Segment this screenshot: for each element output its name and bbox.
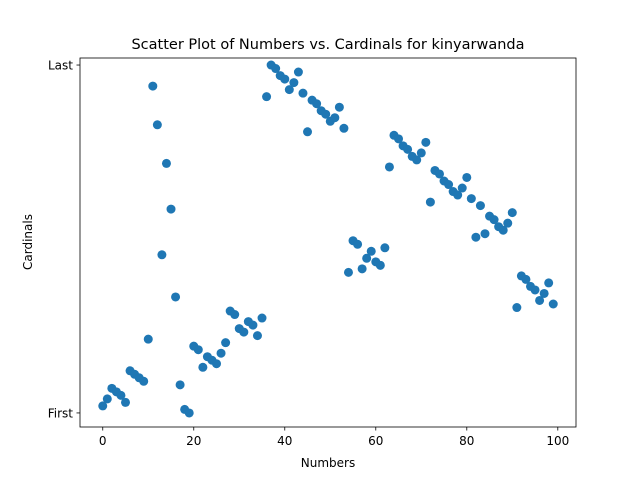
data-point-36 [262, 92, 272, 102]
data-point-56 [353, 239, 363, 249]
data-point-99 [548, 299, 558, 309]
data-point-35 [257, 313, 267, 323]
data-point-33 [248, 320, 258, 330]
data-point-96 [535, 295, 545, 305]
data-point-97 [539, 288, 549, 298]
data-point-49 [321, 109, 331, 119]
data-point-17 [175, 380, 185, 390]
data-point-57 [357, 264, 367, 274]
data-point-10 [143, 334, 153, 344]
data-point-34 [252, 331, 262, 341]
data-point-91 [512, 303, 522, 313]
data-point-72 [425, 197, 435, 207]
data-point-74 [434, 169, 444, 179]
data-point-47 [312, 99, 322, 109]
data-point-15 [166, 204, 176, 214]
data-point-45 [303, 127, 313, 137]
data-point-86 [489, 215, 499, 225]
x-tick-label: 20 [186, 434, 201, 448]
y-axis-label: Cardinals [21, 214, 35, 270]
data-point-90 [507, 208, 517, 218]
data-point-79 [457, 183, 467, 193]
y-tick-label: Last [48, 59, 73, 73]
data-point-38 [271, 64, 281, 74]
data-point-78 [453, 190, 463, 200]
data-point-62 [380, 243, 390, 253]
data-point-51 [330, 113, 340, 123]
data-point-40 [280, 74, 290, 84]
data-point-13 [157, 250, 167, 260]
data-point-43 [293, 67, 303, 77]
data-point-83 [475, 201, 485, 211]
x-tick-label: 100 [546, 434, 569, 448]
data-point-70 [416, 148, 426, 158]
data-point-89 [503, 218, 513, 228]
data-point-58 [362, 253, 372, 263]
x-tick-label: 60 [368, 434, 383, 448]
data-point-16 [171, 292, 181, 302]
data-point-42 [289, 78, 299, 88]
data-point-76 [444, 180, 454, 190]
data-point-9 [139, 376, 149, 386]
data-point-65 [394, 134, 404, 144]
data-point-93 [521, 274, 531, 284]
data-point-54 [343, 267, 353, 277]
data-point-14 [161, 158, 171, 168]
data-point-69 [412, 155, 422, 165]
data-point-71 [421, 137, 431, 147]
data-point-63 [384, 162, 394, 172]
data-point-81 [466, 194, 476, 204]
plot-frame [79, 57, 577, 428]
x-tick-label: 0 [99, 434, 107, 448]
data-points [98, 60, 558, 418]
data-point-80 [462, 172, 472, 182]
data-point-95 [530, 285, 540, 295]
data-point-0 [98, 401, 108, 411]
data-point-98 [544, 278, 554, 288]
data-point-61 [375, 260, 385, 270]
data-point-67 [403, 144, 413, 154]
data-point-5 [121, 397, 130, 407]
data-point-27 [221, 338, 231, 348]
data-point-19 [184, 408, 194, 418]
data-point-1 [102, 394, 112, 404]
data-point-22 [198, 362, 208, 372]
data-point-53 [339, 123, 349, 133]
data-point-12 [152, 120, 162, 130]
data-point-82 [471, 232, 481, 242]
data-point-44 [298, 88, 308, 98]
data-point-26 [216, 348, 226, 358]
data-point-41 [284, 85, 294, 95]
data-point-21 [193, 345, 203, 355]
data-point-84 [480, 229, 490, 239]
y-tick-label: First [48, 406, 74, 420]
x-tick-label: 80 [459, 434, 474, 448]
data-point-11 [148, 81, 158, 91]
data-point-88 [498, 225, 508, 235]
data-point-4 [116, 390, 126, 400]
data-point-52 [334, 102, 344, 112]
data-point-25 [212, 359, 222, 369]
chart-title: Scatter Plot of Numbers vs. Cardinals fo… [131, 37, 524, 53]
y-axis-ticks: First Last [48, 59, 80, 420]
x-axis-label: Numbers [301, 456, 355, 470]
x-axis-ticks: 0 20 40 60 80 100 [99, 427, 569, 448]
x-tick-label: 40 [277, 434, 292, 448]
data-point-59 [366, 246, 376, 256]
data-point-31 [239, 327, 249, 337]
data-point-29 [230, 310, 240, 320]
